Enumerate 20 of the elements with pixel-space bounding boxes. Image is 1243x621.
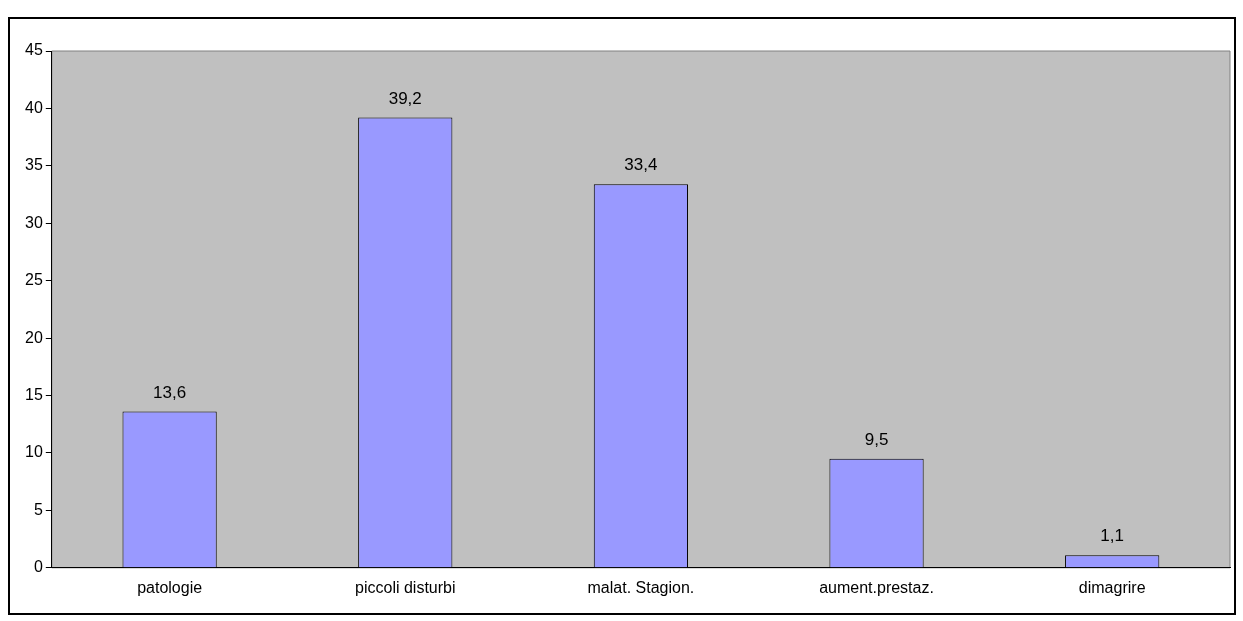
y-tick-label: 45 [25, 41, 43, 59]
y-tick-label: 30 [25, 213, 43, 231]
x-tick-label: dimagrire [1078, 578, 1146, 596]
data-label: 1,1 [1100, 526, 1124, 546]
data-label: 13,6 [153, 382, 187, 402]
data-label: 9,5 [864, 429, 889, 449]
y-tick-label: 25 [25, 271, 43, 289]
x-tick-label: malat. Stagion. [587, 578, 695, 596]
x-tick-label: piccoli disturbi [355, 578, 456, 596]
y-tick-label: 5 [33, 500, 43, 518]
y-tick-label: 40 [25, 98, 43, 116]
x-tick-label: patologie [137, 578, 203, 596]
y-tick-label: 20 [25, 328, 43, 346]
data-label: 33,4 [624, 155, 658, 175]
y-tick-label: 0 [33, 558, 43, 576]
data-label: 39,2 [388, 88, 422, 108]
y-tick-label: 10 [25, 443, 43, 461]
y-tick-label: 15 [25, 385, 43, 403]
y-tick-label: 35 [25, 156, 43, 174]
x-tick-label: aument.prestaz. [819, 578, 934, 596]
